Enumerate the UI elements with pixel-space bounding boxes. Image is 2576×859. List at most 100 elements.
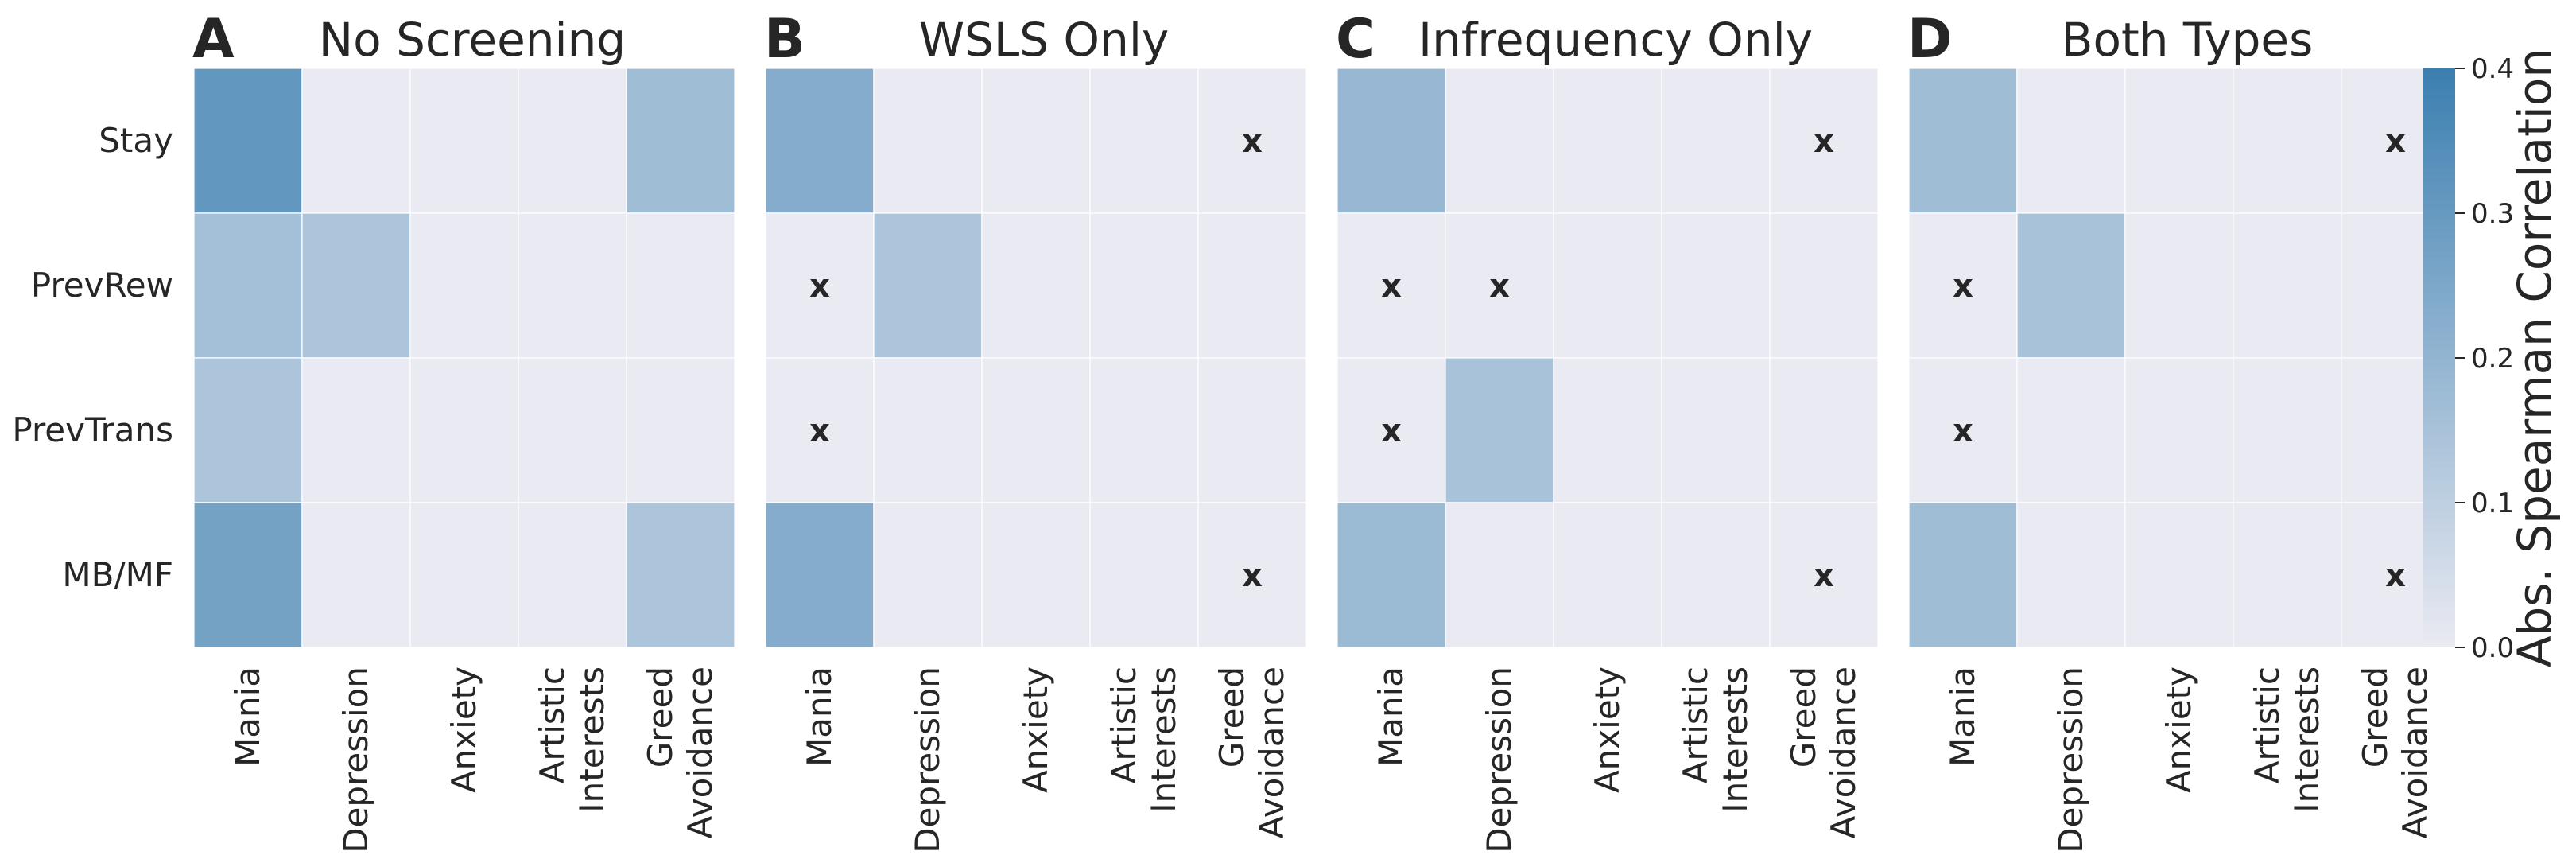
heatmap-cell [1553,212,1662,359]
column-label-greed-avoidance: Greed [1212,667,1251,768]
exclusion-mark: x [1489,268,1510,305]
column-label-mania: Mania [800,667,839,767]
column-label-greed-avoidance: Greed [641,667,680,768]
panel-letter-d: D [1907,8,1952,71]
exclusion-mark: x [1814,558,1834,594]
row-label-mb-mf: MB/MF [62,555,173,594]
exclusion-mark: x [1242,558,1263,594]
heatmap-cell [1908,212,2018,359]
heatmap-cell [518,68,627,214]
heatmap-cell [1553,68,1662,214]
heatmap-cell [1769,357,1879,503]
heatmap-cell [981,502,1091,648]
heatmap-cell [193,68,303,214]
heatmap-cell [1089,68,1199,214]
colorbar-label: Abs. Spearman Correlation [2508,49,2562,667]
heatmap-cell [1336,502,1446,648]
colorbar-tick-label: 0.1 [2471,488,2514,519]
heatmap-cell [1445,68,1554,214]
heatmap-cell [1336,357,1446,503]
panel-letter-c: C [1336,8,1375,71]
heatmap-cell [2124,357,2234,503]
heatmap-cell [1197,357,1307,503]
heatmap-cell [301,68,411,214]
heatmap-cell [1089,502,1199,648]
heatmap-cell [981,357,1091,503]
colorbar-tick-label: 0.3 [2471,198,2514,230]
column-label-greed-avoidance: Avoidance [1252,667,1291,838]
heatmap-cell [2016,502,2126,648]
colorbar-tick-label: 0.2 [2471,343,2514,375]
exclusion-mark: x [2385,558,2406,594]
heatmap-cell [301,212,411,359]
heatmap-cell [1445,212,1554,359]
heatmap-cell [2233,68,2342,214]
exclusion-mark: x [809,268,830,305]
heatmap-cell [981,68,1091,214]
panel-title-no-screening: No Screening [319,13,626,67]
heatmap-cell [2233,357,2342,503]
heatmap-cell [409,502,519,648]
panel-title-both-types: Both Types [2062,13,2314,67]
colorbar-tick-label: 0.0 [2471,632,2514,664]
heatmap-cell [1089,357,1199,503]
heatmap-cell [1445,502,1554,648]
heatmap-cell [193,357,303,503]
panel-letter-b: B [764,8,805,71]
column-label-anxiety: Anxiety [1016,667,1055,793]
heatmap-cell [2124,68,2234,214]
heatmap-cell [1769,212,1879,359]
column-label-anxiety: Anxiety [444,667,483,793]
column-label-anxiety: Anxiety [2159,667,2198,793]
heatmap-cell [765,357,875,503]
heatmap-cell [193,502,303,648]
heatmap-cell [873,212,983,359]
column-label-greed-avoidance: Greed [1784,667,1823,768]
column-label-mania: Mania [1371,667,1410,767]
heatmap-cell [518,502,627,648]
heatmap-cell [873,502,983,648]
column-label-greed-avoidance: Greed [2356,667,2395,768]
heatmap-cell [981,212,1091,359]
exclusion-mark: x [1381,268,1402,305]
heatmap-cell [1553,502,1662,648]
heatmap-cell [2016,212,2126,359]
heatmap-cell [2233,212,2342,359]
column-label-artistic-interests: Artistic [1676,667,1715,783]
column-label-artistic-interests: Interests [572,667,611,813]
heatmap-cell [1445,357,1554,503]
column-label-mania: Mania [1943,667,1982,767]
heatmap-cell [626,502,735,648]
column-label-artistic-interests: Artistic [1104,667,1143,783]
heatmap-cell [1089,212,1199,359]
heatmap-cell [1769,502,1879,648]
heatmap-cell [765,502,875,648]
heatmap-cell [1197,212,1307,359]
column-label-greed-avoidance: Avoidance [1824,667,1863,838]
column-label-depression: Depression [1480,667,1519,853]
heatmap-cell [2124,212,2234,359]
heatmap-cell [301,502,411,648]
exclusion-mark: x [1814,123,1834,160]
heatmap-cell [1908,68,2018,214]
exclusion-mark: x [809,413,830,449]
heatmap-cell [2016,68,2126,214]
heatmap-cell [873,357,983,503]
column-label-depression: Depression [2051,667,2090,853]
heatmap-cell [1336,212,1446,359]
colorbar-tick-label: 0.4 [2471,53,2514,85]
heatmap-cell [518,357,627,503]
heatmap-cell [1336,68,1446,214]
heatmap-cell [1908,502,2018,648]
row-label-prevrew: PrevRew [31,266,173,305]
column-label-greed-avoidance: Avoidance [681,667,720,838]
exclusion-mark: x [1242,123,1263,160]
heatmap-cell [626,357,735,503]
heatmap-cell [1661,502,1771,648]
heatmap-cell [626,212,735,359]
heatmap-cell [409,212,519,359]
column-label-mania: Mania [228,667,267,767]
heatmap-cell [409,68,519,214]
heatmap-cell [518,212,627,359]
column-label-artistic-interests: Interests [1716,667,1755,813]
